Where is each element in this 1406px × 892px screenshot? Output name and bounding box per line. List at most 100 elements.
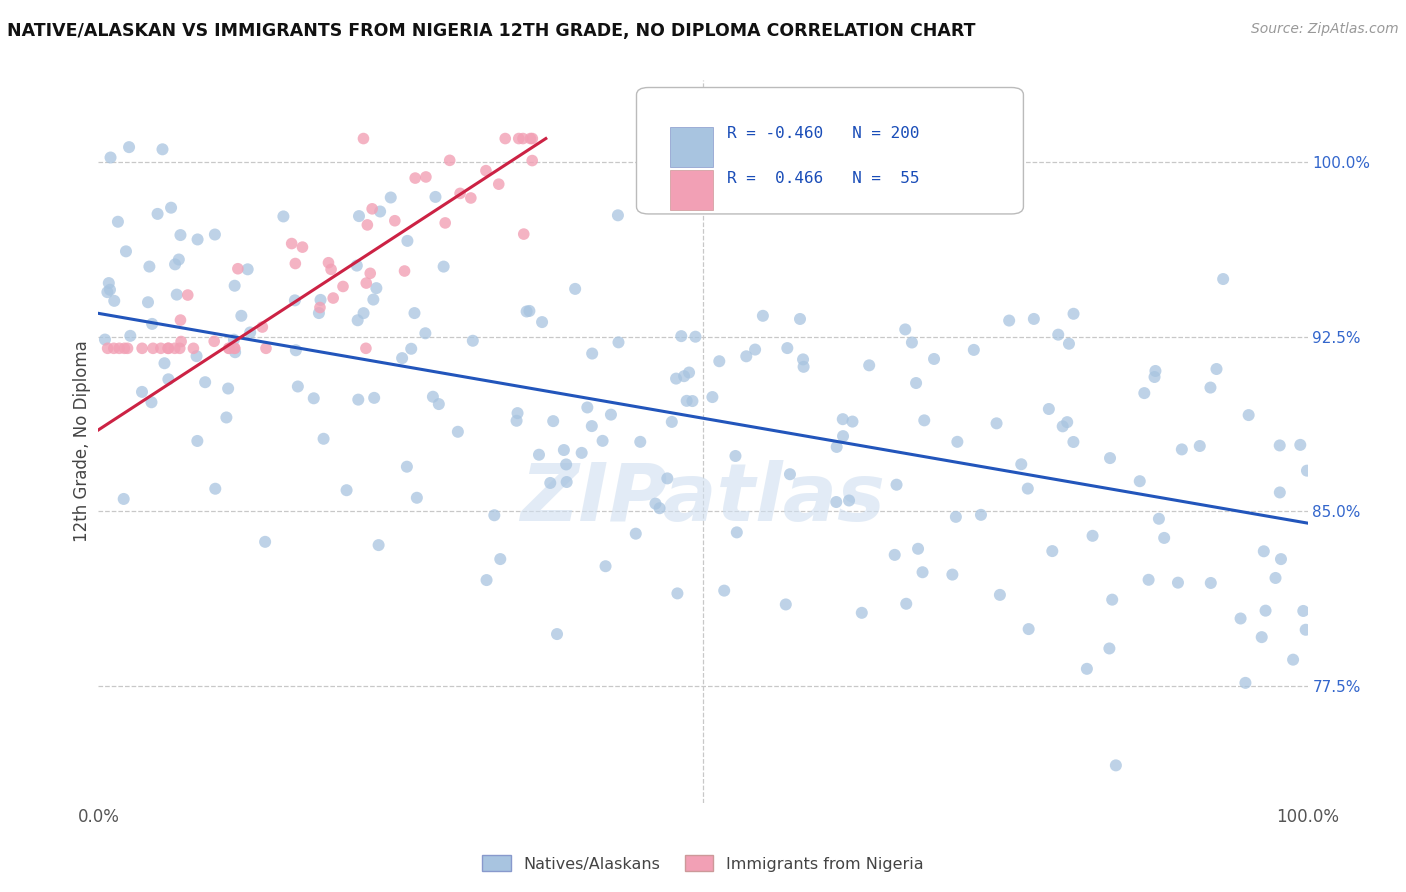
Point — [142, 341, 165, 355]
Point — [405, 491, 427, 505]
Point — [404, 171, 426, 186]
Point — [1076, 662, 1098, 676]
Point — [380, 190, 402, 204]
Bar — [671, 128, 713, 167]
Point — [204, 227, 226, 242]
Point — [163, 341, 186, 355]
Point — [252, 320, 274, 334]
Point — [224, 341, 246, 355]
Point — [581, 419, 603, 434]
Point — [752, 309, 775, 323]
Point — [541, 414, 564, 428]
Legend: Natives/Alaskans, Immigrants from Nigeria: Natives/Alaskans, Immigrants from Nigeri… — [475, 848, 931, 878]
Point — [157, 372, 180, 386]
Point — [254, 534, 277, 549]
Point — [396, 234, 419, 248]
Point — [415, 169, 437, 184]
Point — [363, 391, 385, 405]
Point — [218, 341, 240, 355]
Point — [508, 131, 530, 145]
Point — [1062, 434, 1084, 449]
Point — [224, 341, 246, 355]
Point — [522, 131, 544, 145]
Point — [595, 559, 617, 574]
Point — [404, 306, 426, 320]
Point — [115, 244, 138, 259]
Point — [1022, 312, 1045, 326]
Point — [170, 334, 193, 349]
Point — [581, 346, 603, 360]
Point — [1254, 604, 1277, 618]
Point — [1144, 364, 1167, 378]
Point — [988, 588, 1011, 602]
Point — [606, 208, 628, 222]
Point — [475, 573, 498, 587]
Point — [353, 131, 375, 145]
Point — [825, 495, 848, 509]
Point — [1268, 485, 1291, 500]
Point — [395, 459, 418, 474]
Point — [941, 567, 963, 582]
Point — [284, 256, 307, 270]
Point — [607, 335, 630, 350]
Point — [222, 333, 245, 347]
Point — [725, 525, 748, 540]
Point — [513, 227, 536, 241]
Point — [776, 341, 799, 355]
Point — [319, 262, 342, 277]
Point — [399, 342, 422, 356]
Point — [1147, 512, 1170, 526]
Point — [1250, 630, 1272, 644]
Point — [1292, 604, 1315, 618]
Point — [735, 349, 758, 363]
Point — [793, 359, 815, 374]
Point — [169, 313, 191, 327]
Point — [149, 341, 172, 355]
Point — [1199, 380, 1222, 394]
Text: NATIVE/ALASKAN VS IMMIGRANTS FROM NIGERIA 12TH GRADE, NO DIPLOMA CORRELATION CHA: NATIVE/ALASKAN VS IMMIGRANTS FROM NIGERI… — [7, 22, 976, 40]
Point — [433, 260, 456, 274]
Point — [194, 375, 217, 389]
Point — [1098, 641, 1121, 656]
Point — [963, 343, 986, 357]
Text: R =  0.466   N =  55: R = 0.466 N = 55 — [727, 171, 920, 186]
FancyBboxPatch shape — [637, 87, 1024, 214]
Point — [555, 458, 578, 472]
Point — [675, 393, 697, 408]
Point — [354, 276, 377, 290]
Point — [308, 306, 330, 320]
Point — [673, 369, 696, 384]
Point — [439, 153, 461, 168]
Point — [998, 313, 1021, 327]
Point — [322, 291, 344, 305]
Point — [644, 497, 666, 511]
Point — [681, 394, 703, 409]
Point — [394, 264, 416, 278]
Point — [986, 417, 1008, 431]
Point — [461, 334, 484, 348]
Point — [107, 215, 129, 229]
Point — [555, 475, 578, 489]
Point — [347, 209, 370, 223]
Point — [1167, 575, 1189, 590]
Point — [1040, 544, 1063, 558]
Point — [346, 259, 368, 273]
Point — [186, 349, 208, 363]
Point — [94, 333, 117, 347]
Point — [628, 434, 651, 449]
Point — [945, 509, 967, 524]
Point — [359, 266, 381, 280]
Point — [648, 501, 671, 516]
Point — [1098, 451, 1121, 466]
Point — [553, 443, 575, 458]
Point — [488, 177, 510, 191]
Point — [291, 240, 314, 254]
Point — [138, 260, 160, 274]
Point — [657, 471, 679, 485]
Point — [576, 401, 599, 415]
Point — [425, 190, 447, 204]
Point — [494, 131, 516, 145]
Point — [516, 304, 538, 318]
Point — [103, 293, 125, 308]
Point — [460, 191, 482, 205]
